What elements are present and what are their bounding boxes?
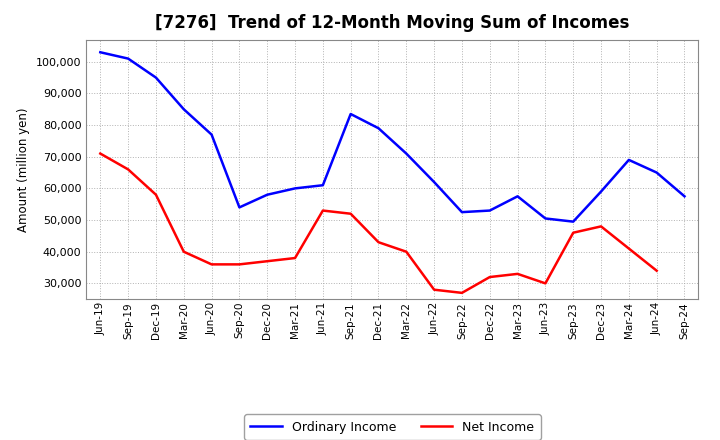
Ordinary Income	[235, 205, 243, 210]
Net Income	[485, 275, 494, 280]
Ordinary Income	[624, 157, 633, 162]
Ordinary Income	[513, 194, 522, 199]
Line: Net Income: Net Income	[100, 154, 657, 293]
Net Income	[207, 262, 216, 267]
Net Income	[569, 230, 577, 235]
Ordinary Income	[207, 132, 216, 137]
Ordinary Income	[152, 75, 161, 80]
Net Income	[624, 246, 633, 251]
Net Income	[513, 271, 522, 276]
Ordinary Income	[318, 183, 327, 188]
Net Income	[96, 151, 104, 156]
Line: Ordinary Income: Ordinary Income	[100, 52, 685, 222]
Net Income	[263, 259, 271, 264]
Ordinary Income	[263, 192, 271, 198]
Net Income	[458, 290, 467, 296]
Net Income	[179, 249, 188, 254]
Legend: Ordinary Income, Net Income: Ordinary Income, Net Income	[244, 414, 541, 440]
Y-axis label: Amount (million yen): Amount (million yen)	[17, 107, 30, 231]
Ordinary Income	[124, 56, 132, 61]
Ordinary Income	[569, 219, 577, 224]
Ordinary Income	[346, 111, 355, 117]
Net Income	[430, 287, 438, 292]
Ordinary Income	[680, 194, 689, 199]
Ordinary Income	[179, 106, 188, 112]
Net Income	[235, 262, 243, 267]
Ordinary Income	[485, 208, 494, 213]
Net Income	[318, 208, 327, 213]
Ordinary Income	[430, 180, 438, 185]
Net Income	[152, 192, 161, 198]
Net Income	[597, 224, 606, 229]
Net Income	[124, 167, 132, 172]
Net Income	[291, 255, 300, 260]
Ordinary Income	[458, 209, 467, 215]
Net Income	[402, 249, 410, 254]
Ordinary Income	[96, 50, 104, 55]
Title: [7276]  Trend of 12-Month Moving Sum of Incomes: [7276] Trend of 12-Month Moving Sum of I…	[156, 15, 629, 33]
Net Income	[652, 268, 661, 273]
Ordinary Income	[374, 125, 383, 131]
Ordinary Income	[597, 189, 606, 194]
Ordinary Income	[541, 216, 550, 221]
Net Income	[346, 211, 355, 216]
Net Income	[541, 281, 550, 286]
Ordinary Income	[402, 151, 410, 156]
Net Income	[374, 239, 383, 245]
Ordinary Income	[291, 186, 300, 191]
Ordinary Income	[652, 170, 661, 175]
